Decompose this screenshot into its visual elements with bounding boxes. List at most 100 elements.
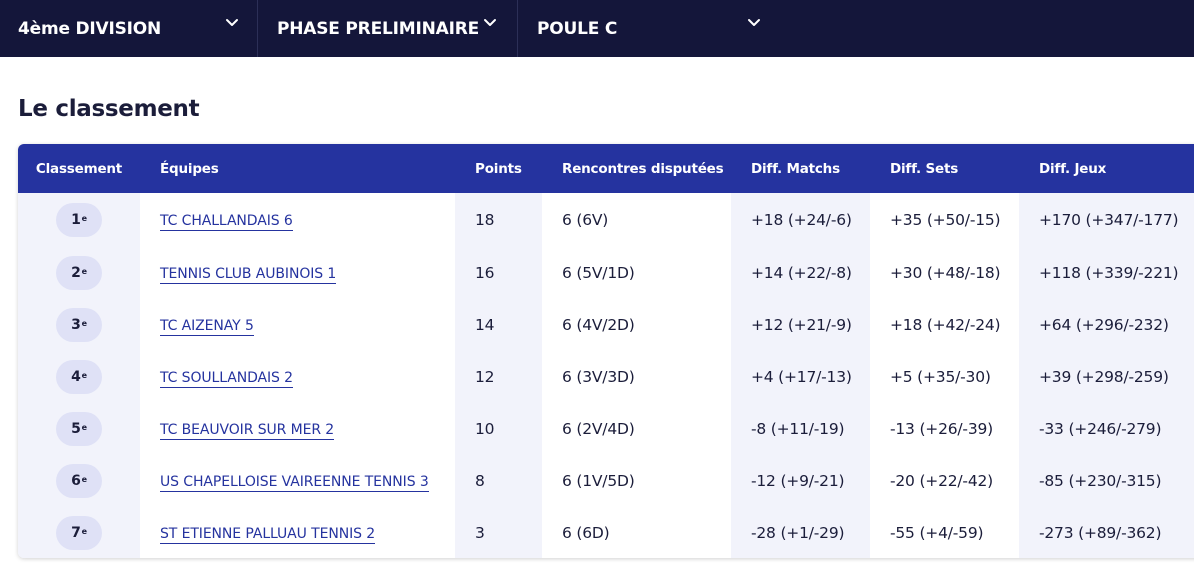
section-title: Le classement [18, 96, 200, 122]
rank-suffix: e [81, 475, 87, 484]
rank-number: 7 [71, 525, 81, 541]
rank-cell: 5e [18, 403, 140, 455]
team-link[interactable]: TC BEAUVOIR SUR MER 2 [160, 422, 335, 440]
table-row: 2e TENNIS CLUB AUBINOIS 1 16 6 (5V/1D) +14 (… [18, 247, 1194, 299]
diff-matchs-cell: -8 (+11/-19) [731, 403, 870, 455]
points-cell: 8 [455, 455, 542, 507]
rank-suffix: e [81, 267, 87, 276]
column-header-diff-matchs[interactable]: Diff. Matchs [751, 160, 840, 177]
diff-jeux-cell: +170 (+347/-177) [1019, 193, 1194, 247]
points-cell: 12 [455, 351, 542, 403]
column-header-rank[interactable]: Classement [35, 160, 123, 177]
rank-suffix: e [81, 527, 87, 536]
rank-suffix: e [81, 214, 87, 223]
table-row: 1e TC CHALLANDAIS 6 18 6 (6V) +18 (+24/-6) +3… [18, 193, 1194, 247]
team-link[interactable]: TC AIZENAY 5 [160, 318, 254, 336]
diff-jeux-cell: -33 (+246/-279) [1019, 403, 1194, 455]
column-header-played[interactable]: Rencontres disputées [562, 160, 724, 177]
column-header-team[interactable]: Équipes [160, 160, 219, 177]
rank-badge: 5e [56, 412, 102, 446]
diff-sets-cell: +35 (+50/-15) [890, 211, 1001, 229]
rank-badge: 4e [56, 360, 102, 394]
column-header-points[interactable]: Points [475, 160, 522, 177]
team-cell: TC CHALLANDAIS 6 [140, 193, 455, 247]
pool-label: POULE C [537, 19, 618, 39]
team-link[interactable]: TC CHALLANDAIS 6 [160, 213, 293, 231]
diff-sets-cell: -55 (+4/-59) [890, 524, 984, 542]
diff-sets-cell: +30 (+48/-18) [890, 264, 1001, 282]
team-cell: TC BEAUVOIR SUR MER 2 [140, 403, 455, 455]
rank-cell: 6e [18, 455, 140, 507]
standings-table: Classement Équipes Points Rencontres dis… [18, 144, 1194, 558]
team-cell: TC SOULLANDAIS 2 [140, 351, 455, 403]
diff-jeux-cell: +39 (+298/-259) [1019, 351, 1194, 403]
chevron-down-icon [226, 19, 238, 26]
table-header-row: Classement Équipes Points Rencontres dis… [18, 144, 1194, 193]
diff-sets-cell: -20 (+22/-42) [890, 472, 993, 490]
column-header-diff-sets[interactable]: Diff. Sets [890, 160, 959, 177]
team-link[interactable]: ST ETIENNE PALLUAU TENNIS 2 [160, 526, 376, 544]
rank-number: 1 [71, 212, 81, 228]
pool-selector[interactable]: POULE C [518, 0, 778, 57]
rank-badge: 6e [56, 464, 102, 498]
column-header-diff-jeux[interactable]: Diff. Jeux [1039, 160, 1107, 177]
rank-number: 6 [71, 473, 81, 489]
diff-matchs-cell: -12 (+9/-21) [731, 455, 870, 507]
phase-label: PHASE PRELIMINAIRE [277, 19, 479, 39]
rank-number: 2 [71, 265, 81, 281]
table-row: 6e US CHAPELLOISE VAIREENNE TENNIS 3 8 6 (1… [18, 455, 1194, 507]
team-link[interactable]: US CHAPELLOISE VAIREENNE TENNIS 3 [160, 474, 429, 492]
points-cell: 16 [455, 247, 542, 299]
team-link[interactable]: TC SOULLANDAIS 2 [160, 370, 293, 388]
points-cell: 18 [455, 193, 542, 247]
diff-matchs-cell: +14 (+22/-8) [731, 247, 870, 299]
division-label: 4ème DIVISION [18, 19, 162, 39]
rank-number: 3 [71, 317, 81, 333]
division-selector[interactable]: 4ème DIVISION [0, 0, 258, 57]
rank-badge: 1e [56, 203, 102, 237]
rank-suffix: e [81, 423, 87, 432]
table-row: 5e TC BEAUVOIR SUR MER 2 10 6 (2V/4D) -8 (+1… [18, 403, 1194, 455]
table-row: 4e TC SOULLANDAIS 2 12 6 (3V/3D) +4 (+17/-13… [18, 351, 1194, 403]
played-cell: 6 (1V/5D) [562, 472, 635, 490]
diff-sets-cell: -13 (+26/-39) [890, 420, 993, 438]
rank-cell: 2e [18, 247, 140, 299]
diff-matchs-cell: +12 (+21/-9) [731, 299, 870, 351]
rank-cell: 4e [18, 351, 140, 403]
rank-cell: 3e [18, 299, 140, 351]
diff-sets-cell: +18 (+42/-24) [890, 316, 1001, 334]
rank-badge: 3e [56, 308, 102, 342]
diff-sets-cell: +5 (+35/-30) [890, 368, 991, 386]
rank-number: 4 [71, 369, 81, 385]
team-cell: TENNIS CLUB AUBINOIS 1 [140, 247, 455, 299]
rank-cell: 1e [18, 193, 140, 247]
played-cell: 6 (5V/1D) [562, 264, 635, 282]
rank-number: 5 [71, 421, 81, 437]
filter-bar: 4ème DIVISION PHASE PRELIMINAIRE POULE C [0, 0, 1194, 57]
rank-suffix: e [81, 371, 87, 380]
played-cell: 6 (2V/4D) [562, 420, 635, 438]
phase-selector[interactable]: PHASE PRELIMINAIRE [258, 0, 518, 57]
points-cell: 14 [455, 299, 542, 351]
chevron-down-icon [748, 19, 760, 26]
points-cell: 10 [455, 403, 542, 455]
rank-badge: 7e [56, 516, 102, 550]
team-link[interactable]: TENNIS CLUB AUBINOIS 1 [160, 266, 337, 284]
chevron-down-icon [484, 19, 496, 26]
diff-matchs-cell: +4 (+17/-13) [731, 351, 870, 403]
rank-badge: 2e [56, 256, 102, 290]
diff-jeux-cell: +64 (+296/-232) [1019, 299, 1194, 351]
diff-matchs-cell: -28 (+1/-29) [731, 507, 870, 558]
played-cell: 6 (6V) [562, 211, 609, 229]
team-cell: TC AIZENAY 5 [140, 299, 455, 351]
played-cell: 6 (4V/2D) [562, 316, 635, 334]
table-row: 3e TC AIZENAY 5 14 6 (4V/2D) +12 (+21/-9) +18… [18, 299, 1194, 351]
standings-card: Classement Équipes Points Rencontres dis… [18, 144, 1194, 558]
points-cell: 3 [455, 507, 542, 558]
diff-matchs-cell: +18 (+24/-6) [731, 193, 870, 247]
team-cell: ST ETIENNE PALLUAU TENNIS 2 [140, 507, 455, 558]
rank-suffix: e [81, 319, 87, 328]
table-row: 7e ST ETIENNE PALLUAU TENNIS 2 3 6 (6D) -28 … [18, 507, 1194, 558]
diff-jeux-cell: -273 (+89/-362) [1019, 507, 1194, 558]
rank-cell: 7e [18, 507, 140, 558]
